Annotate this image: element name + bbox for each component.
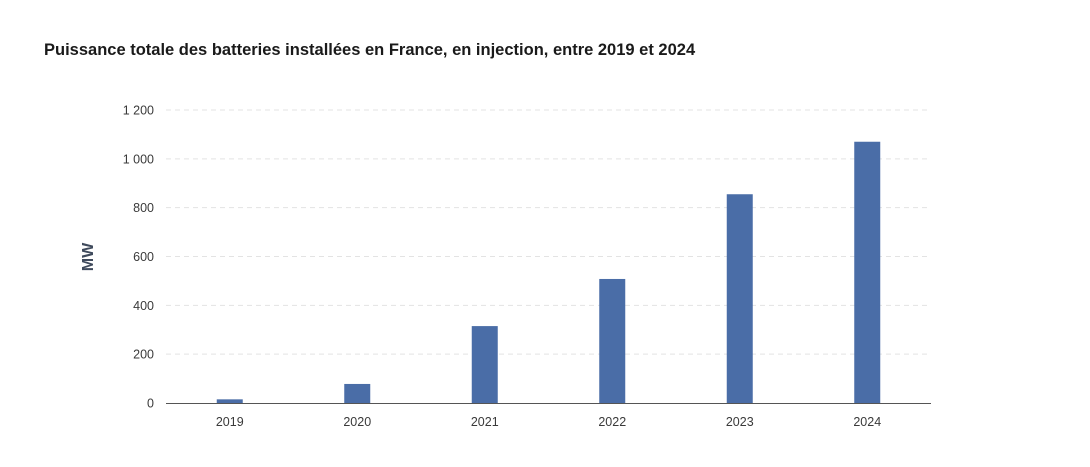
bar-2020 bbox=[344, 383, 371, 403]
x-tick-label: 2020 bbox=[343, 415, 371, 429]
y-tick-label: 1 200 bbox=[123, 104, 154, 118]
y-tick-label: 600 bbox=[133, 250, 154, 264]
chart-title: Puissance totale des batteries installée… bbox=[44, 41, 696, 59]
x-tick-label: 2021 bbox=[471, 415, 499, 429]
y-tick-label: 200 bbox=[133, 348, 154, 362]
bar-2022 bbox=[599, 278, 626, 403]
bar-2019 bbox=[216, 399, 243, 403]
x-tick-label: 2019 bbox=[216, 415, 244, 429]
bar-2023 bbox=[726, 194, 753, 403]
x-tick-label: 2023 bbox=[726, 415, 754, 429]
gridlines bbox=[166, 109, 931, 355]
y-axis-ticks: 0 200 400 600 800 1 000 1 200 bbox=[123, 104, 154, 411]
y-tick-label: 800 bbox=[133, 201, 154, 215]
y-tick-label: 1 000 bbox=[123, 152, 154, 166]
bars bbox=[216, 141, 881, 403]
x-axis-ticks: 2019 2020 2021 2022 2023 2024 bbox=[216, 415, 881, 429]
bar-2024 bbox=[854, 141, 881, 403]
x-tick-label: 2024 bbox=[853, 415, 881, 429]
x-tick-label: 2022 bbox=[598, 415, 626, 429]
y-tick-label: 0 bbox=[147, 397, 154, 411]
y-axis-label: MW bbox=[80, 242, 97, 271]
y-tick-label: 400 bbox=[133, 299, 154, 313]
bar-2021 bbox=[471, 326, 498, 403]
